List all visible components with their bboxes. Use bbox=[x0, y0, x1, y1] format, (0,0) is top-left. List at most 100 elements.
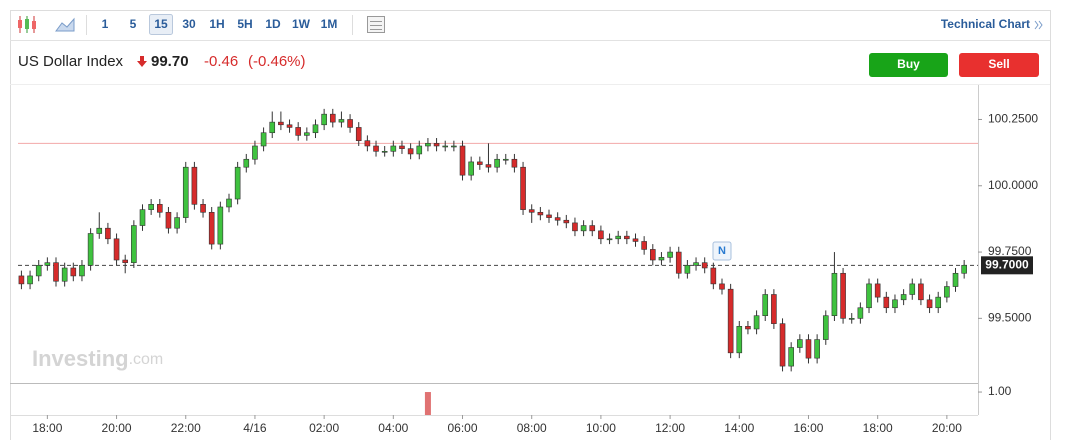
candle-body bbox=[779, 323, 786, 367]
buy-button[interactable]: Buy bbox=[869, 53, 948, 77]
candle-body bbox=[892, 299, 898, 309]
candle-body bbox=[226, 198, 232, 208]
candle-body bbox=[831, 272, 838, 317]
candle-body bbox=[312, 124, 319, 134]
candle-body bbox=[165, 211, 172, 229]
candle-body bbox=[373, 145, 379, 152]
candle-body bbox=[693, 262, 699, 266]
candle-body bbox=[658, 257, 665, 261]
instrument-title: US Dollar Index bbox=[18, 53, 124, 70]
interval-button[interactable]: 1 bbox=[102, 17, 109, 31]
interval-button[interactable]: 1D bbox=[265, 17, 281, 31]
candle-body bbox=[191, 166, 198, 205]
candle-body bbox=[278, 121, 284, 126]
candle-body bbox=[79, 265, 85, 277]
candle-body bbox=[234, 166, 241, 200]
candle-body bbox=[321, 113, 327, 126]
candle-body bbox=[511, 158, 518, 168]
candle-body bbox=[70, 267, 77, 277]
candle-body bbox=[27, 275, 33, 285]
technical-chart-link[interactable]: Technical Chart bbox=[941, 17, 1030, 31]
x-tick-label: 02:00 bbox=[309, 421, 339, 435]
sell-label[interactable]: Sell bbox=[988, 57, 1009, 71]
x-tick-label: 10:00 bbox=[586, 421, 616, 435]
candle-icon[interactable] bbox=[18, 16, 36, 33]
candle-body bbox=[381, 150, 388, 153]
candle-body bbox=[641, 241, 647, 250]
candle-body bbox=[805, 339, 812, 359]
candle-body bbox=[122, 259, 129, 263]
interval-button[interactable]: 15 bbox=[154, 17, 168, 31]
candle-body bbox=[624, 235, 630, 240]
candle-body bbox=[857, 307, 864, 319]
candle-body bbox=[753, 315, 760, 330]
news-marker-label[interactable]: N bbox=[718, 245, 726, 257]
candle-body bbox=[918, 283, 924, 301]
x-tick-label: 14:00 bbox=[724, 421, 754, 435]
candle-body bbox=[961, 265, 967, 274]
x-tick-label: 16:00 bbox=[793, 421, 823, 435]
candle-body bbox=[684, 265, 691, 274]
candle-body bbox=[719, 283, 725, 290]
candle-body bbox=[347, 119, 353, 128]
sell-button[interactable]: Sell bbox=[959, 53, 1039, 77]
candle-body bbox=[174, 217, 180, 229]
y-tick-label: 100.0000 bbox=[988, 178, 1038, 192]
candle-body bbox=[459, 145, 466, 176]
candle-body bbox=[87, 233, 94, 266]
candle-body bbox=[269, 121, 276, 134]
candle-body bbox=[797, 339, 803, 348]
interval-button[interactable]: 5H bbox=[237, 17, 252, 31]
candle-body bbox=[554, 217, 561, 221]
volume-tick-label: 1.00 bbox=[988, 384, 1012, 398]
candle-body bbox=[494, 158, 500, 168]
candle-body bbox=[736, 326, 743, 354]
candle-body bbox=[727, 288, 734, 354]
interval-button[interactable]: 1H bbox=[209, 17, 224, 31]
candle-body bbox=[304, 132, 310, 136]
y-tick-label: 100.2500 bbox=[988, 112, 1038, 126]
candle-body bbox=[295, 127, 301, 136]
candle-body bbox=[909, 283, 916, 295]
candle-body bbox=[200, 204, 206, 213]
x-tick-label: 12:00 bbox=[655, 421, 685, 435]
candle-body bbox=[762, 294, 769, 317]
candle-body bbox=[788, 347, 794, 367]
x-tick-label: 22:00 bbox=[171, 421, 201, 435]
y-tick-label: 99.5000 bbox=[988, 311, 1032, 325]
candle-body bbox=[710, 267, 717, 285]
candle-body bbox=[44, 262, 51, 266]
candle-body bbox=[105, 227, 111, 240]
candle-body bbox=[572, 222, 578, 232]
candle-body bbox=[745, 326, 751, 330]
news-marker bbox=[712, 241, 732, 261]
candle-body bbox=[848, 318, 855, 320]
candle-body bbox=[580, 225, 587, 232]
chevron-icon bbox=[1034, 20, 1043, 30]
last-price-box bbox=[981, 256, 1033, 275]
interval-button[interactable]: 5 bbox=[130, 17, 137, 31]
x-tick-label: 18:00 bbox=[32, 421, 62, 435]
candle-body bbox=[243, 158, 250, 168]
candle-body bbox=[598, 230, 604, 240]
candle-body bbox=[53, 262, 59, 282]
interval-button[interactable]: 1W bbox=[292, 17, 311, 31]
interval-button[interactable]: 1M bbox=[321, 17, 338, 31]
interval-button[interactable]: 30 bbox=[182, 17, 196, 31]
candle-body bbox=[771, 294, 777, 324]
candle-body bbox=[407, 148, 414, 155]
candle-body bbox=[252, 145, 258, 160]
settings-icon[interactable] bbox=[367, 16, 385, 33]
x-tick-label: 4/16 bbox=[243, 421, 267, 435]
candle-body bbox=[814, 339, 820, 359]
active-interval bbox=[149, 14, 173, 35]
candle-body bbox=[926, 299, 933, 309]
area-icon[interactable] bbox=[55, 17, 75, 32]
candle-body bbox=[139, 209, 146, 226]
candle-body bbox=[217, 206, 224, 245]
last-price-label: 99.7000 bbox=[985, 257, 1029, 271]
candle-body bbox=[874, 283, 881, 298]
buy-label[interactable]: Buy bbox=[897, 57, 920, 71]
candle-body bbox=[615, 235, 622, 240]
